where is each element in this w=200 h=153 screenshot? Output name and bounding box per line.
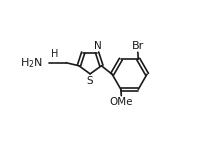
Text: OMe: OMe: [110, 97, 133, 107]
Text: H$_2$N: H$_2$N: [20, 56, 43, 70]
Text: Br: Br: [131, 41, 144, 51]
Text: S: S: [87, 76, 93, 86]
Text: H: H: [51, 49, 58, 59]
Text: N: N: [94, 41, 102, 51]
